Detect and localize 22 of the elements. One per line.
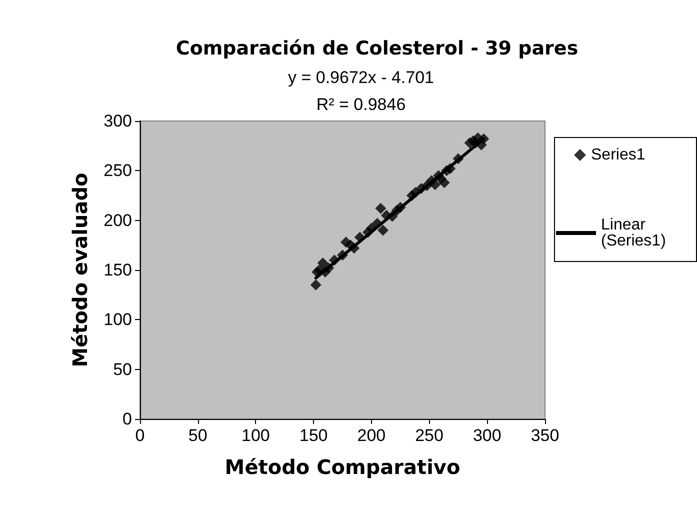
text: y = 0.9672x - 4.701 xyxy=(288,68,434,87)
y-axis-title: Método evaluado xyxy=(68,172,92,368)
x-tick-label: 0 xyxy=(135,426,145,445)
x-tick-label: 100 xyxy=(242,426,270,445)
y-tick-label: 0 xyxy=(122,410,132,428)
x-tick-label: 350 xyxy=(530,426,560,445)
y-tick-label: 250 xyxy=(104,161,132,180)
y-tick-label: 100 xyxy=(104,310,132,330)
y-tick-label: 50 xyxy=(113,360,132,379)
chart-title: Comparación de Colesterol - 39 pares xyxy=(176,38,578,60)
x-axis-title: Método Comparativo xyxy=(224,455,460,479)
x-tick-label: 250 xyxy=(415,426,444,445)
legend-label: Series1 xyxy=(591,146,646,164)
x-tick-label: 300 xyxy=(472,426,502,445)
y-tick-label: 300 xyxy=(104,112,132,130)
y-tick-label: 200 xyxy=(104,210,132,230)
x-tick-label: 150 xyxy=(299,426,328,445)
y-tick-label: 150 xyxy=(104,260,132,280)
legend-label: Linear (Series1) xyxy=(601,216,666,250)
x-tick-label: 200 xyxy=(357,426,386,445)
x-tick-label: 50 xyxy=(188,426,208,445)
text: R² = 0.9846 xyxy=(316,95,406,114)
